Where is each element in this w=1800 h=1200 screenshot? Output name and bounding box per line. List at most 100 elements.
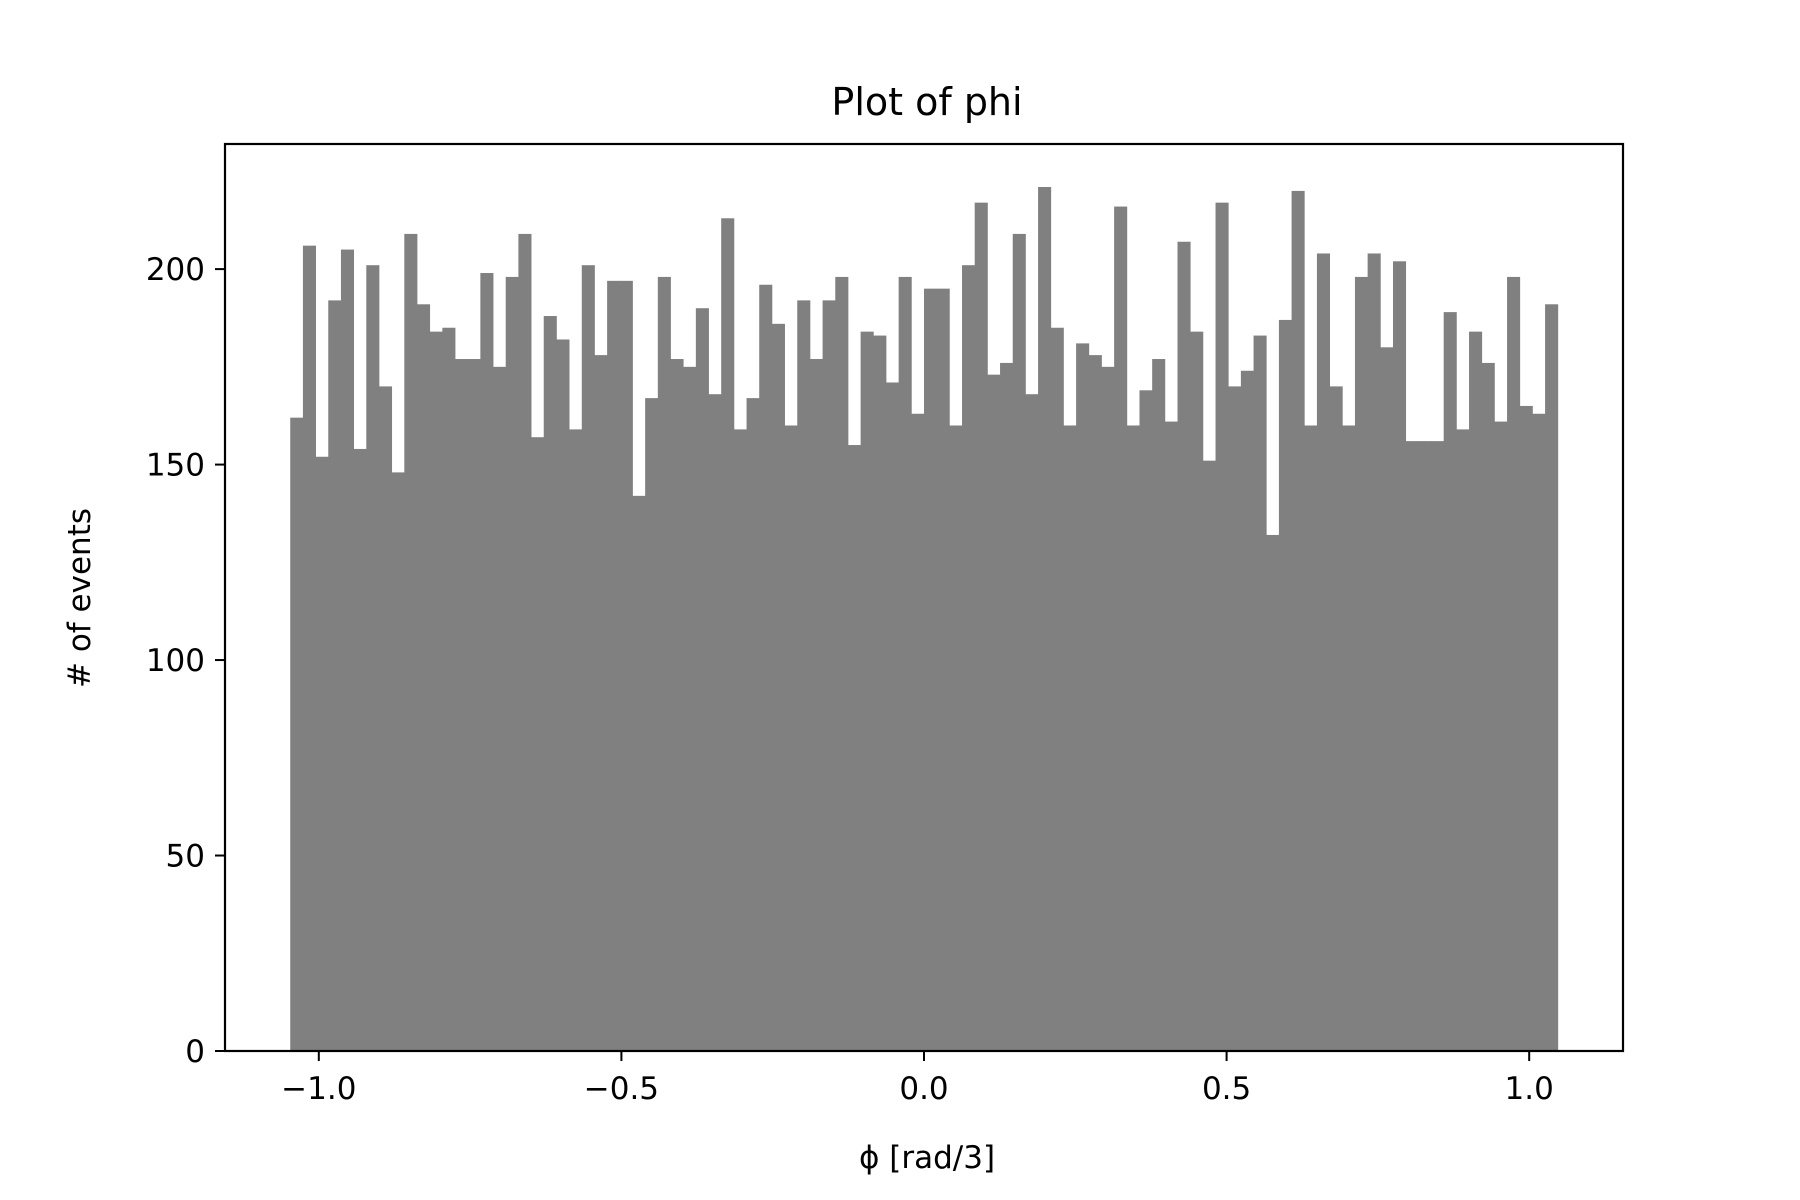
histogram-bar xyxy=(1012,233,1026,1052)
histogram-bar xyxy=(936,288,950,1051)
histogram-bar xyxy=(759,284,773,1051)
histogram-bar xyxy=(822,300,836,1052)
histogram-bar xyxy=(1228,386,1242,1051)
histogram-bar xyxy=(340,249,355,1051)
histogram-bar xyxy=(771,323,785,1052)
histogram-bar xyxy=(708,394,722,1051)
histogram-bar xyxy=(1507,276,1521,1051)
histogram-bar xyxy=(1000,362,1014,1051)
histogram-bar xyxy=(416,304,431,1051)
histogram-bar xyxy=(1532,413,1546,1052)
histogram-bar xyxy=(733,429,747,1052)
histogram-bar xyxy=(556,339,570,1052)
histogram-bar xyxy=(505,276,519,1051)
histogram-bar xyxy=(391,472,405,1051)
histogram-bar xyxy=(607,280,621,1051)
histogram-bar xyxy=(1354,276,1369,1051)
histogram-bar xyxy=(1367,253,1381,1051)
histogram-bar xyxy=(898,276,912,1051)
histogram-bar xyxy=(1545,304,1559,1051)
histogram-bar xyxy=(657,276,671,1051)
histogram-bar xyxy=(1443,312,1457,1051)
histogram-bar xyxy=(1025,394,1039,1051)
histogram-bar xyxy=(1342,425,1356,1051)
histogram-bar xyxy=(1114,206,1128,1051)
histogram-bar xyxy=(455,359,469,1051)
histogram-bar xyxy=(366,265,380,1051)
histogram-bar xyxy=(1253,335,1267,1051)
histogram-bar xyxy=(746,398,760,1051)
histogram-bar xyxy=(1050,327,1064,1051)
x-tick-label: 0.0 xyxy=(899,1071,948,1107)
histogram-bar xyxy=(1392,261,1407,1051)
histogram-bar xyxy=(784,425,798,1051)
histogram-bar xyxy=(543,316,557,1052)
histogram-bar xyxy=(1304,425,1318,1051)
histogram-bar xyxy=(1177,241,1191,1052)
x-axis-label: ϕ [rad/3] xyxy=(859,1140,995,1176)
y-axis: 0 50 100 150 200 xyxy=(146,252,225,1070)
histogram-bar xyxy=(974,202,988,1052)
histogram-bar xyxy=(290,417,304,1051)
x-tick-label: 1.0 xyxy=(1505,1071,1554,1107)
histogram-bar xyxy=(860,331,874,1052)
histogram-bar xyxy=(480,273,494,1051)
histogram-bar xyxy=(493,366,507,1051)
histogram-bar xyxy=(353,448,367,1051)
histogram-bar xyxy=(1063,425,1077,1051)
histogram-bar xyxy=(797,300,811,1052)
histogram-bar xyxy=(302,245,316,1051)
histogram-bar xyxy=(1101,366,1115,1051)
histogram-bar xyxy=(987,374,1001,1051)
y-tick-label: 150 xyxy=(146,448,205,484)
histogram-bar xyxy=(632,495,646,1051)
histogram-bar xyxy=(378,386,393,1051)
histogram-bar xyxy=(1316,253,1331,1051)
histogram-bar xyxy=(1418,441,1432,1051)
histogram-bar xyxy=(924,288,938,1051)
histogram-bar xyxy=(721,218,735,1052)
histogram-bar xyxy=(949,425,963,1051)
y-tick-label: 200 xyxy=(146,252,205,288)
histogram-bar xyxy=(1088,355,1102,1051)
histogram-bar xyxy=(1266,534,1280,1051)
histogram-bar xyxy=(404,233,418,1052)
histogram-bar xyxy=(1215,202,1229,1052)
histogram-bar xyxy=(645,398,659,1051)
x-tick-label: −1.0 xyxy=(281,1071,356,1107)
histogram-bar xyxy=(429,331,443,1052)
histogram-bar xyxy=(1038,187,1052,1052)
histogram-bar xyxy=(619,280,633,1051)
histogram-bar xyxy=(1190,331,1204,1052)
histogram-bar xyxy=(1481,362,1495,1051)
histogram-bar xyxy=(1076,343,1090,1051)
histogram-bar xyxy=(1291,190,1305,1051)
histogram-bar xyxy=(1456,429,1470,1052)
histogram-bar xyxy=(695,308,709,1052)
histogram-bar xyxy=(1431,441,1445,1051)
bars-group xyxy=(290,187,1559,1052)
histogram-bar xyxy=(1380,347,1394,1051)
x-tick-label: −0.5 xyxy=(584,1071,659,1107)
histogram-bar xyxy=(315,456,329,1051)
histogram-bar xyxy=(1405,441,1419,1051)
histogram-bar xyxy=(835,276,849,1051)
histogram-bar xyxy=(670,359,684,1051)
chart-title: Plot of phi xyxy=(831,80,1022,124)
y-tick-label: 0 xyxy=(185,1034,205,1070)
y-axis-label: # of events xyxy=(62,508,98,688)
histogram-bar xyxy=(1152,359,1166,1051)
histogram-bar xyxy=(885,382,900,1051)
histogram-bar xyxy=(1494,421,1508,1052)
histogram-bar xyxy=(594,355,608,1051)
histogram-bar xyxy=(962,265,976,1051)
histogram-bar xyxy=(531,437,545,1052)
x-tick-label: 0.5 xyxy=(1202,1071,1251,1107)
histogram-bar xyxy=(1278,319,1292,1051)
histogram-bar xyxy=(467,359,481,1051)
histogram-bar xyxy=(442,327,456,1051)
histogram-bar xyxy=(1240,370,1254,1051)
histogram-bar xyxy=(328,300,342,1052)
histogram-bar xyxy=(873,335,887,1051)
